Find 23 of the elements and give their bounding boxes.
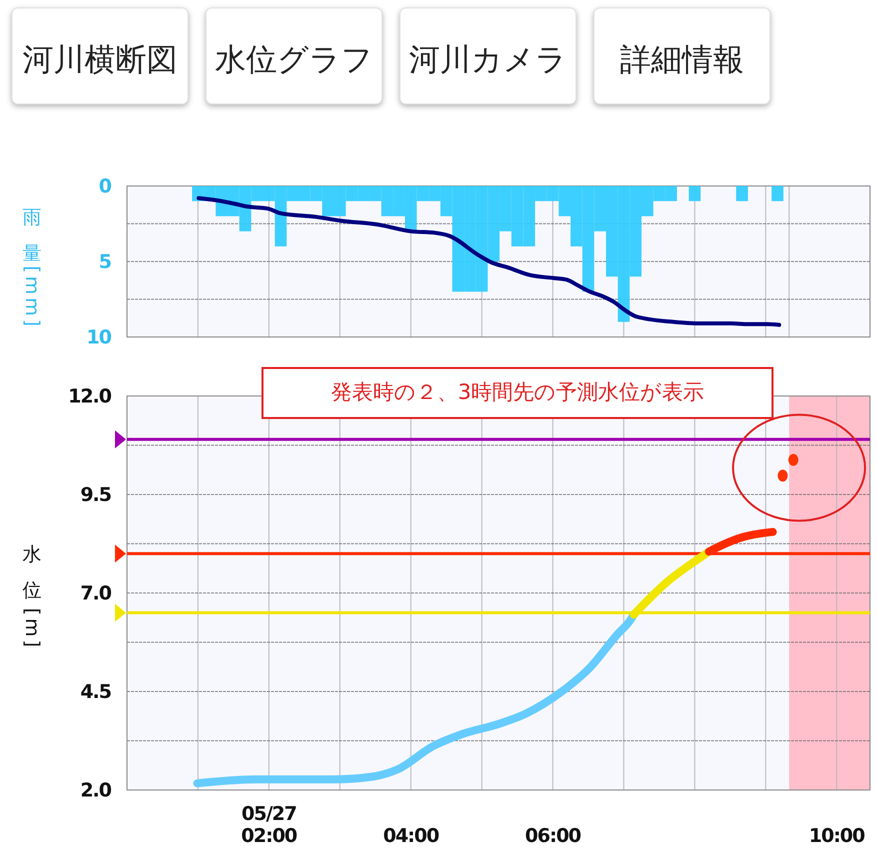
text: 河川横断図	[22, 42, 178, 78]
y-tick-label: 9.5	[80, 484, 111, 506]
y-tick-label: 5	[98, 251, 111, 274]
x-tick-label: 06:00	[525, 825, 582, 847]
y-axis-title: 水位 [m]	[21, 544, 43, 650]
y-tick-label: 4.5	[80, 681, 111, 704]
x-tick-label: 05/27 02:00	[241, 803, 298, 847]
annotation: 発表時の２、3時間先の予測水位が表示	[330, 380, 704, 404]
text: 河川カメラ	[409, 42, 567, 78]
y-tick-label: 12.0	[68, 386, 112, 408]
bar	[688, 186, 701, 202]
y-tick-label: 2.0	[80, 780, 112, 802]
bar	[736, 186, 748, 202]
y-tick-label: 10	[86, 326, 112, 349]
y-tick-label: 0	[98, 176, 112, 198]
line-series	[196, 196, 782, 327]
y-tick-label: 7.0	[80, 582, 112, 605]
y-axis-title: 雨量 [mm]	[21, 206, 43, 330]
text: 詳細情報	[620, 42, 744, 78]
x-tick-label: 10:00	[808, 825, 866, 847]
x-tick-label: 04:00	[383, 825, 440, 847]
text: 水位グラフ	[215, 42, 373, 78]
bar	[772, 186, 784, 202]
